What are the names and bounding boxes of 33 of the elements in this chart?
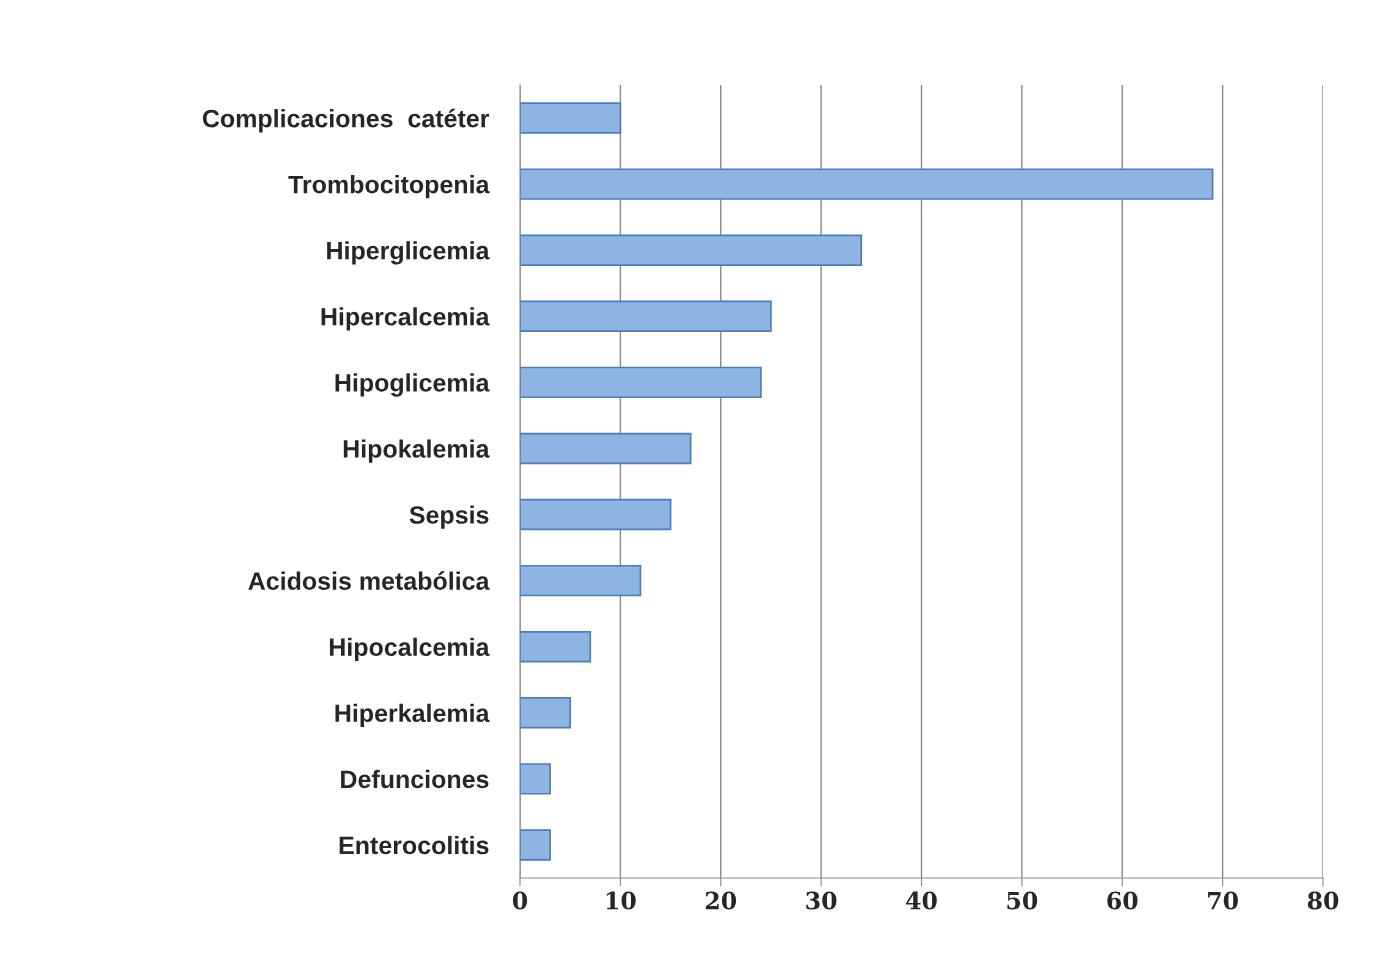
y-tick-label: Acidosis metabólica <box>248 571 490 590</box>
x-tick-label: 20 <box>705 891 737 910</box>
y-tick-label: Defunciones <box>341 769 489 789</box>
x-tick-label: 40 <box>906 891 937 910</box>
x-tick-label: 10 <box>606 891 636 910</box>
x-tick-label: 60 <box>1107 891 1138 910</box>
y-tick-label: Hipokalemia <box>343 439 490 463</box>
y-tick-label: Hipoglicemia <box>335 373 490 397</box>
bar <box>520 168 1214 200</box>
bar <box>520 829 551 861</box>
bar <box>520 763 551 795</box>
x-tick-label: 50 <box>1007 891 1038 910</box>
bar <box>520 631 592 663</box>
bar <box>520 697 572 729</box>
x-tick-label: 70 <box>1208 891 1238 910</box>
bar <box>520 300 772 332</box>
x-tick-label: 0 <box>512 891 528 910</box>
x-tick-label: 30 <box>806 891 837 910</box>
y-tick-label: Complicaciones catéter <box>202 108 490 133</box>
bar <box>520 564 642 597</box>
x-tick-label: 80 <box>1307 891 1339 910</box>
y-tick-label: Hipercalcemia <box>321 307 490 331</box>
y-tick-label: Hipocalcemia <box>329 637 490 661</box>
y-tick-label: Hiperkalemia <box>335 703 490 728</box>
bar <box>520 234 863 266</box>
bar <box>520 432 692 465</box>
bar <box>520 498 672 531</box>
y-tick-label: Sepsis <box>409 505 489 529</box>
bar <box>520 366 762 399</box>
bar <box>520 102 622 134</box>
y-tick-label: Trombocitopenia <box>288 175 490 199</box>
y-tick-label: Enterocolitis <box>339 835 489 855</box>
y-tick-label: Hiperglicemia <box>327 241 490 265</box>
